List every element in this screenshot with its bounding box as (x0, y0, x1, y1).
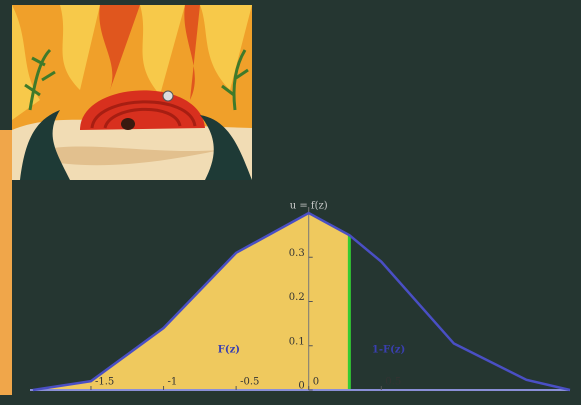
annotation: F(z) (218, 345, 240, 356)
y-tick-label: 0.1 (289, 336, 305, 347)
x-tick-label: -1.5 (95, 377, 114, 388)
y-tick-label: 0.2 (289, 292, 305, 303)
slide: 0 0.1 0.2 0.3 -1.5 -1 -0.5 0 0.5 u = f(z) F(z) 1-F(… (0, 0, 581, 405)
chart: 0 0.1 0.2 0.3 -1.5 -1 -0.5 0 0.5 u = f(z) F(z) 1-F(… (30, 201, 570, 392)
x-tick-label: -0.5 (240, 377, 259, 388)
y-tick-label: 0.3 (289, 248, 305, 259)
x-tick-label: 0.5 (385, 377, 401, 388)
chart-title: u = f(z) (290, 201, 328, 212)
annotation: 1-F(z) (372, 345, 405, 356)
x-tick-label: -1 (168, 377, 178, 388)
y-tick-label: 0 (298, 381, 304, 392)
accent-bar (0, 130, 12, 395)
x-tick-label: 0 (313, 377, 319, 388)
illustration (12, 5, 252, 180)
page: 0 0.1 0.2 0.3 -1.5 -1 -0.5 0 0.5 u = f(z) F(z) 1-F(… (0, 0, 581, 405)
